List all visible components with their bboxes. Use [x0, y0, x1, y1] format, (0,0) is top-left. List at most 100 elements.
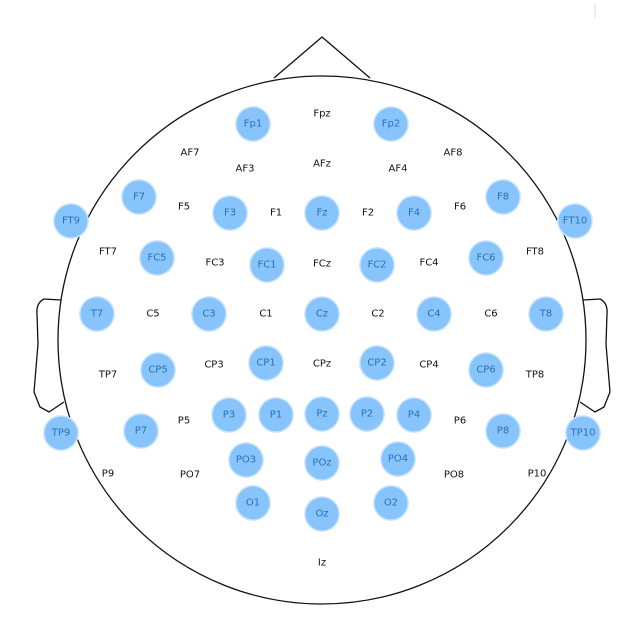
electrode-fc5: FC5: [139, 240, 175, 276]
electrode-c1: C1: [259, 309, 272, 320]
electrode-po3: PO3: [228, 442, 264, 478]
electrode-label-af8: AF8: [444, 148, 463, 159]
electrode-marker-fc5: [140, 241, 174, 275]
electrode-af4: AF4: [389, 164, 408, 175]
electrode-c2: C2: [371, 309, 384, 320]
electrode-p4: P4: [396, 397, 432, 433]
electrode-cz: Cz: [304, 296, 340, 332]
electrode-cp1: CP1: [248, 345, 284, 381]
electrode-cp6: CP6: [468, 352, 504, 388]
electrode-pz: Pz: [304, 396, 340, 432]
electrode-label-p10: P10: [528, 469, 547, 480]
electrode-c4: C4: [416, 296, 452, 332]
electrode-marker-f8: [486, 180, 520, 214]
electrode-label-fpz: Fpz: [313, 109, 330, 120]
electrode-fpz: Fpz: [313, 109, 330, 120]
electrode-p7: P7: [123, 413, 159, 449]
electrode-marker-o2: [374, 486, 408, 520]
electrode-label-t7: T7: [90, 309, 103, 320]
electrode-marker-cp5: [141, 353, 175, 387]
electrode-label-p5: P5: [178, 416, 190, 427]
electrode-marker-fp2: [374, 107, 408, 141]
electrode-marker-ft9: [54, 204, 88, 238]
electrode-p1: P1: [258, 397, 294, 433]
electrode-p8: P8: [485, 413, 521, 449]
head-outline: [57, 75, 587, 605]
electrode-fp2: Fp2: [373, 106, 409, 142]
electrode-marker-fp1: [236, 107, 270, 141]
electrode-label-af4: AF4: [389, 164, 408, 175]
electrode-label-ft9: FT9: [62, 216, 80, 227]
electrode-label-fc2: FC2: [367, 260, 386, 271]
electrode-label-f1: F1: [270, 208, 282, 219]
electrode-cp2: CP2: [359, 345, 395, 381]
electrode-label-p9: P9: [102, 469, 114, 480]
electrode-label-c1: C1: [259, 309, 272, 320]
electrode-label-oz: Oz: [315, 509, 328, 520]
electrode-marker-c3: [192, 297, 226, 331]
left-ear-outline: [33, 298, 65, 413]
electrode-marker-f3: [213, 196, 247, 230]
electrode-marker-ft10: [558, 204, 592, 238]
electrode-f7: F7: [121, 179, 157, 215]
electrode-tp9: TP9: [43, 415, 79, 451]
electrode-label-cp4: CP4: [419, 360, 438, 371]
electrode-label-o2: O2: [384, 498, 398, 509]
nose-outline: [273, 36, 371, 79]
electrode-af7: AF7: [181, 148, 200, 159]
electrode-iz: Iz: [318, 558, 326, 569]
electrode-o1: O1: [235, 485, 271, 521]
electrode-label-fp1: Fp1: [244, 119, 262, 130]
electrode-marker-fc6: [469, 241, 503, 275]
electrode-cp4: CP4: [419, 360, 438, 371]
electrode-label-cp3: CP3: [204, 360, 223, 371]
electrode-label-f2: F2: [362, 208, 374, 219]
electrode-t8: T8: [528, 296, 564, 332]
electrode-o2: O2: [373, 485, 409, 521]
electrode-poz: POz: [304, 445, 340, 481]
electrode-label-pz: Pz: [316, 409, 327, 420]
electrode-fc1: FC1: [249, 247, 285, 283]
electrode-marker-p1: [259, 398, 293, 432]
electrode-afz: AFz: [313, 159, 331, 170]
electrode-marker-cp6: [469, 353, 503, 387]
electrode-marker-fc1: [250, 248, 284, 282]
electrode-label-f5: F5: [178, 202, 190, 213]
electrode-label-tp10: TP10: [570, 428, 596, 439]
electrode-f3: F3: [212, 195, 248, 231]
electrode-layer: Fp1 Fpz Fp2 AF7 AF3 AFz AF4 AF8 F7 F5 F3 F1 Fz F2 F4 F6…: [43, 106, 601, 569]
electrode-f5: F5: [178, 202, 190, 213]
electrode-label-p6: P6: [454, 416, 466, 427]
electrode-c6: C6: [484, 309, 497, 320]
electrode-label-fc6: FC6: [476, 253, 495, 264]
electrode-label-fp2: Fp2: [382, 119, 400, 130]
electrode-f1: F1: [270, 208, 282, 219]
electrode-marker-c4: [417, 297, 451, 331]
electrode-cp3: CP3: [204, 360, 223, 371]
electrode-label-af3: AF3: [236, 164, 255, 175]
electrode-label-f6: F6: [454, 202, 466, 213]
electrode-p9: P9: [102, 469, 114, 480]
electrode-label-cp2: CP2: [367, 358, 386, 369]
electrode-marker-p2: [350, 397, 384, 431]
electrode-label-cpz: CPz: [313, 359, 331, 370]
electrode-label-cp1: CP1: [256, 358, 275, 369]
electrode-label-ft10: FT10: [563, 216, 587, 227]
electrode-marker-fz: [305, 196, 339, 230]
electrode-af8: AF8: [444, 148, 463, 159]
electrode-po7: PO7: [180, 470, 200, 481]
electrode-label-cz: Cz: [316, 309, 328, 320]
electrode-marker-po4: [381, 442, 415, 476]
electrode-fc4: FC4: [419, 258, 438, 269]
electrode-label-iz: Iz: [318, 558, 326, 569]
electrode-label-af7: AF7: [181, 148, 200, 159]
electrode-p5: P5: [178, 416, 190, 427]
electrode-label-afz: AFz: [313, 159, 331, 170]
electrode-label-c6: C6: [484, 309, 497, 320]
electrode-ft8: FT8: [526, 247, 544, 258]
electrode-f6: F6: [454, 202, 466, 213]
electrode-fc6: FC6: [468, 240, 504, 276]
electrode-label-p4: P4: [408, 410, 420, 421]
electrode-label-c3: C3: [202, 309, 215, 320]
